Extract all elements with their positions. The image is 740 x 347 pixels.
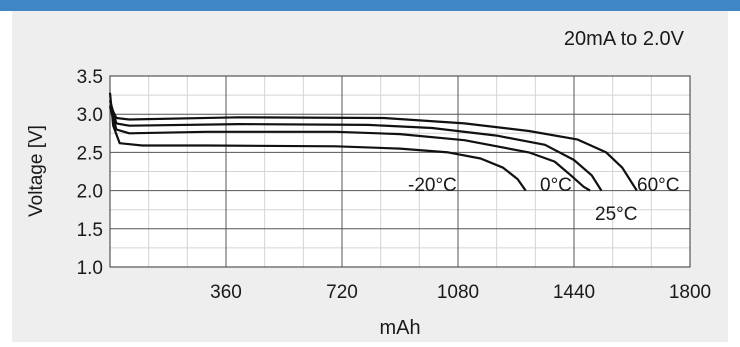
x-tick-label: 1800	[669, 282, 711, 303]
curves	[108, 92, 638, 192]
y-tick-label: 2.0	[77, 182, 103, 203]
x-axis-label: mAh	[379, 317, 420, 339]
grid	[109, 75, 691, 268]
plot-border	[109, 75, 691, 268]
header-bar	[0, 0, 740, 11]
y-tick-label: 2.5	[77, 143, 103, 164]
chart-title: 20mA to 2.0V	[564, 28, 685, 50]
y-tick-labels: 1.0 1.5 2.0 2.5 3.0 3.5	[77, 67, 103, 279]
y-tick-label: 3.5	[77, 67, 103, 88]
y-axis-label: Voltage [V]	[26, 125, 47, 217]
series-label-25c: 25°C	[595, 204, 637, 225]
x-tick-label: 1440	[553, 282, 595, 303]
y-tick-label: 3.0	[77, 105, 103, 126]
series-label-0c: 0°C	[540, 175, 572, 196]
x-tick-label: 1080	[437, 282, 479, 303]
series-line	[108, 100, 603, 192]
x-tick-label: 720	[326, 282, 358, 303]
series-line	[109, 104, 638, 192]
y-tick-label: 1.5	[77, 220, 103, 241]
series-line	[108, 92, 527, 192]
x-tick-label: 360	[210, 282, 242, 303]
x-tick-labels: 360 720 1080 1440 1800	[210, 282, 711, 303]
y-tick-label: 1.0	[77, 258, 103, 279]
series-line	[108, 106, 591, 192]
series-label-minus20c: -20°C	[408, 175, 457, 196]
series-label-60c: 60°C	[637, 175, 679, 196]
